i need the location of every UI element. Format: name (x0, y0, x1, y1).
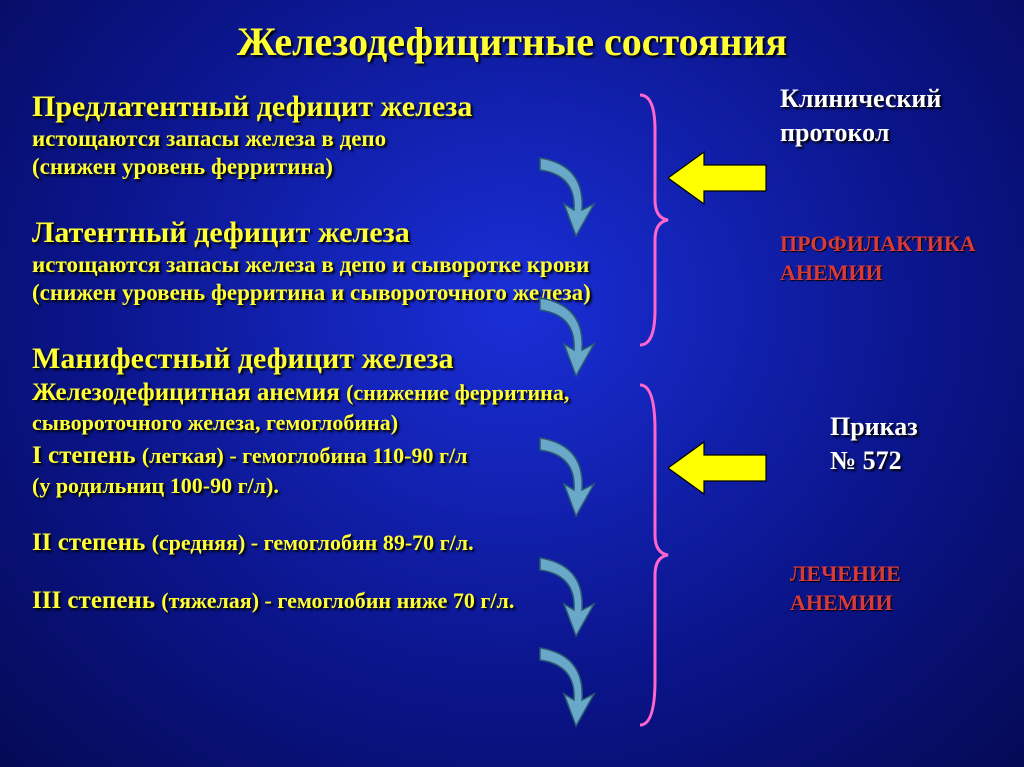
stage-1: Предлатентный дефицит железа истощаются … (32, 90, 592, 182)
treatment-l1: ЛЕЧЕНИЕ (790, 560, 901, 589)
degree-1-b: (легкая) - гемоглобина 110-90 г/л (142, 443, 468, 468)
degree-1-a: I степень (32, 442, 142, 469)
curve-arrow-2 (530, 290, 600, 380)
stage-1-line1: истощаются запасы железа в депо (32, 125, 592, 154)
stage-2: Латентный дефицит железа истощаются запа… (32, 216, 592, 308)
stage-2-heading: Латентный дефицит железа (32, 216, 592, 251)
curve-arrow-5 (530, 640, 600, 730)
clinical-l1: Клинический (780, 82, 941, 116)
stage-1-heading: Предлатентный дефицит железа (32, 90, 592, 125)
yellow-arrow-top (668, 150, 768, 206)
degree-3-b: (тяжелая) - гемоглобин ниже 70 г/л. (161, 588, 514, 613)
right-prophylaxis: ПРОФИЛАКТИКА АНЕМИИ (780, 230, 976, 287)
slide-root: Железодефицитные состояния Предлатентный… (0, 0, 1024, 767)
left-column: Предлатентный дефицит железа истощаются … (32, 90, 592, 640)
order-l1: Приказ (830, 410, 918, 444)
stage-3-sub-a: Железодефицитная анемия (32, 379, 346, 406)
stage-3-subheading: Железодефицитная анемия (снижение феррит… (32, 377, 592, 438)
prophylaxis-l1: ПРОФИЛАКТИКА (780, 230, 976, 259)
degree-2-a: II степень (32, 529, 152, 556)
stage-2-line1: истощаются запасы железа в депо и сыворо… (32, 251, 592, 280)
treatment-l2: АНЕМИИ (790, 589, 901, 618)
curve-arrow-3 (530, 430, 600, 520)
stage-3: Манифестный дефицит железа Железодефицит… (32, 342, 592, 618)
prophylaxis-l2: АНЕМИИ (780, 259, 976, 288)
right-order: Приказ № 572 (830, 410, 918, 478)
brace-top (630, 90, 670, 350)
yellow-arrow-bottom (668, 440, 768, 496)
stage-2-line2: (снижен уровень ферритина и сывороточног… (32, 279, 592, 308)
stage-3-heading: Манифестный дефицит железа (32, 342, 592, 377)
slide-title: Железодефицитные состояния (0, 18, 1024, 65)
degree-1: I степень (легкая) - гемоглобина 110-90 … (32, 440, 592, 473)
degree-1c: (у родильниц 100-90 г/л). (32, 472, 592, 501)
clinical-l2: протокол (780, 116, 941, 150)
order-l2: № 572 (830, 444, 918, 478)
degree-2: II степень (средняя) - гемоглобин 89-70 … (32, 527, 592, 560)
brace-bottom (630, 380, 670, 730)
right-clinical: Клинический протокол (780, 82, 941, 150)
degree-3-a: III степень (32, 587, 161, 614)
degree-3: III степень (тяжелая) - гемоглобин ниже … (32, 585, 592, 618)
curve-arrow-1 (530, 150, 600, 240)
right-treatment: ЛЕЧЕНИЕ АНЕМИИ (790, 560, 901, 617)
stage-1-line2: (снижен уровень ферритина) (32, 153, 592, 182)
curve-arrow-4 (530, 550, 600, 640)
degree-2-b: (средняя) - гемоглобин 89-70 г/л. (152, 530, 474, 555)
